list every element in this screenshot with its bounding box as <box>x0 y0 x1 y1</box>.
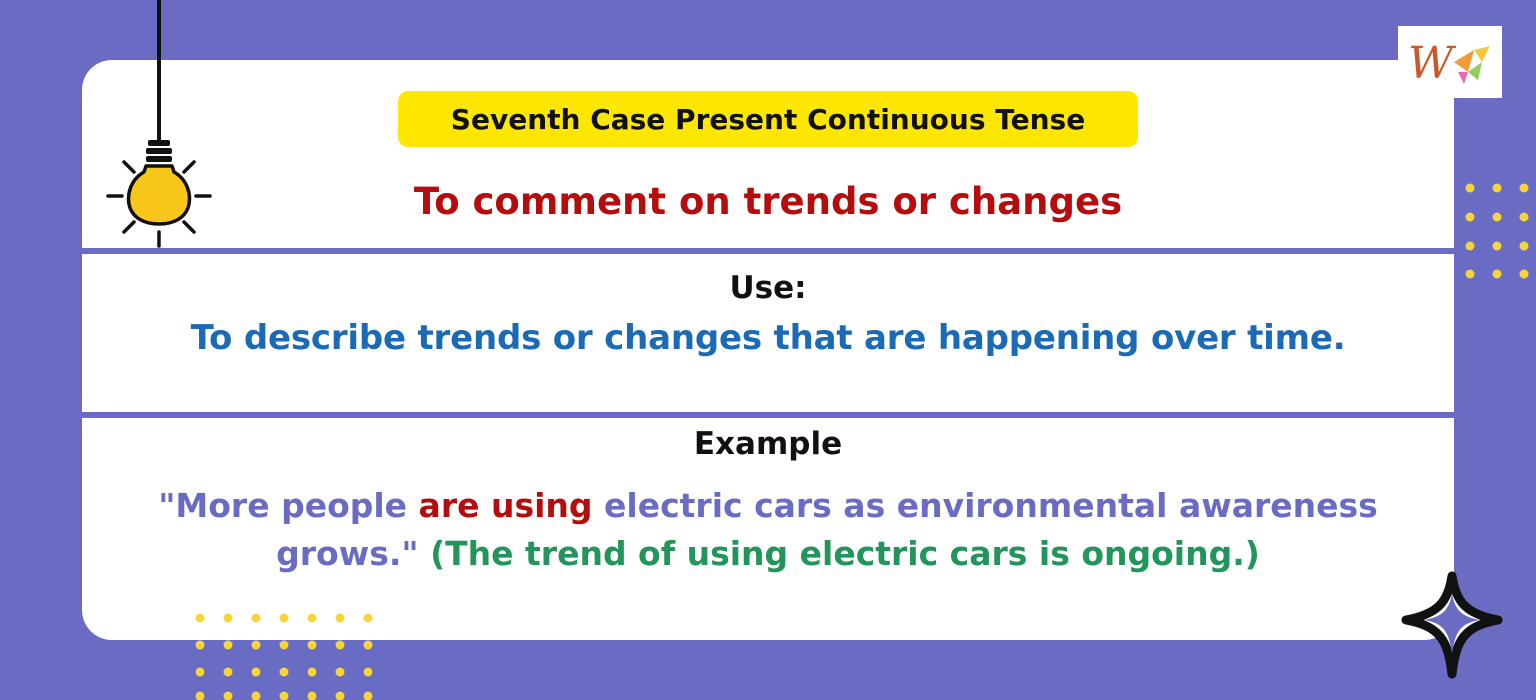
title-banner: Seventh Case Present Continuous Tense <box>398 91 1138 147</box>
use-label: Use: <box>82 270 1454 306</box>
logo-icon: W <box>1398 26 1502 98</box>
logo-letter: W <box>1408 38 1457 89</box>
subtitle: To comment on trends or changes <box>82 180 1454 223</box>
example-highlight: are using <box>419 486 593 525</box>
example-part-1: "More people <box>158 486 418 525</box>
example-note: (The trend of using electric cars is ong… <box>430 534 1260 573</box>
divider-middle <box>82 412 1454 418</box>
page-title: Seventh Case Present Continuous Tense <box>451 103 1085 136</box>
example-sentence: "More people are using electric cars as … <box>82 482 1454 578</box>
divider-top <box>82 248 1454 254</box>
content-card: Seventh Case Present Continuous Tense To… <box>82 60 1454 640</box>
sparkle-icon <box>1396 570 1510 684</box>
dot-pattern-bottom-left <box>190 608 380 700</box>
lightbulb-icon <box>100 0 220 250</box>
example-label: Example <box>82 426 1454 462</box>
use-description: To describe trends or changes that are h… <box>82 318 1454 358</box>
